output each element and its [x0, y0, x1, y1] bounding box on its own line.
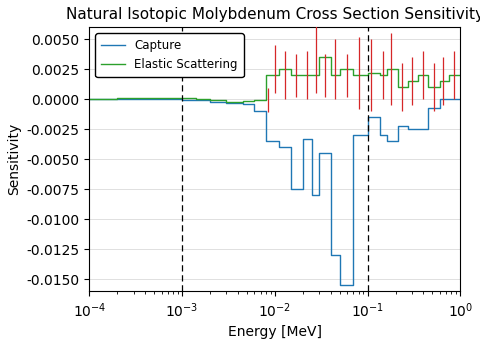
Elastic Scattering — [457, 73, 463, 78]
Title: Natural Isotopic Molybdenum Cross Section Sensitivity: Natural Isotopic Molybdenum Cross Sectio… — [66, 7, 480, 22]
Line: Elastic Scattering: Elastic Scattering — [89, 57, 460, 102]
Elastic Scattering — [337, 73, 343, 78]
Elastic Scattering — [114, 97, 120, 101]
Elastic Scattering — [350, 73, 356, 78]
X-axis label: Energy [MeV]: Energy [MeV] — [228, 325, 322, 339]
Capture — [457, 97, 463, 101]
Elastic Scattering — [86, 97, 92, 101]
Line: Capture: Capture — [89, 99, 460, 285]
Elastic Scattering — [224, 100, 229, 104]
Legend: Capture, Elastic Scattering: Capture, Elastic Scattering — [95, 33, 244, 77]
Elastic Scattering — [395, 85, 400, 89]
Capture — [114, 97, 120, 101]
Elastic Scattering — [316, 55, 322, 60]
Capture — [337, 283, 343, 287]
Capture — [86, 97, 92, 101]
Elastic Scattering — [276, 73, 282, 78]
Y-axis label: Sensitivity: Sensitivity — [7, 123, 21, 195]
Elastic Scattering — [365, 71, 371, 75]
Capture — [365, 133, 371, 137]
Capture — [350, 283, 356, 287]
Capture — [328, 151, 334, 155]
Capture — [263, 139, 269, 143]
Capture — [395, 139, 400, 143]
